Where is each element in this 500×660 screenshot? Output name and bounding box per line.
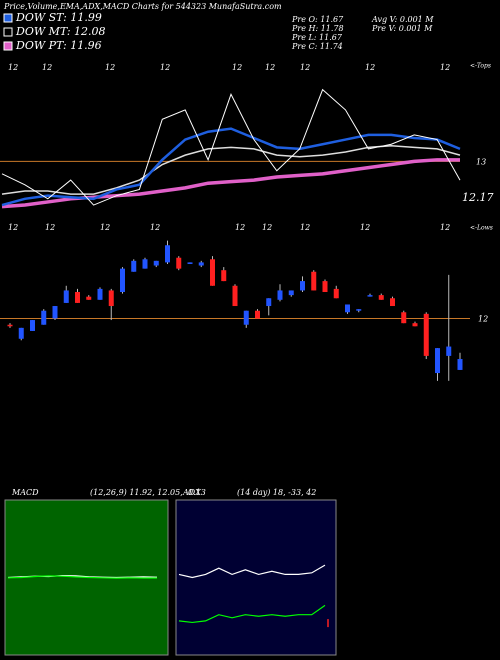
candle-body (412, 323, 418, 327)
candle-body (131, 260, 137, 272)
candle-body (198, 262, 204, 266)
line-series (178, 604, 326, 624)
info-text: Pre C: 11.74 (291, 42, 343, 51)
candle-body (378, 295, 384, 300)
top-label: 12 (365, 63, 375, 72)
candle-body (232, 285, 238, 307)
candle-body (255, 310, 260, 319)
legend-swatch (3, 41, 13, 51)
chart-title: Price,Volume,EMA,ADX,MACD Charts for 544… (3, 2, 282, 11)
h-line-label: 12 (478, 315, 488, 324)
candle-body (41, 310, 47, 325)
candle-body (345, 304, 350, 313)
top-label: 12 (300, 63, 310, 72)
tops-label: <-Tops (470, 63, 491, 70)
top-label: 12 (8, 63, 18, 72)
low-label: 12 (8, 223, 18, 232)
top-label: 12 (265, 63, 275, 72)
candle-body (97, 288, 103, 300)
top-label: 12 (105, 63, 115, 72)
candle-body (446, 346, 452, 356)
candle-body (300, 281, 305, 291)
candle-body (7, 324, 13, 327)
top-label: 12 (440, 63, 450, 72)
candle-body (243, 310, 249, 325)
lows-label: <-Lows (470, 225, 493, 232)
legend-swatch (3, 27, 13, 37)
info-text: Pre H: 11.78 (291, 24, 344, 33)
info-text: Avg V: 0.001 M (371, 15, 434, 24)
low-label: 12 (440, 223, 450, 232)
candle-body (322, 281, 328, 293)
info-text: Pre L: 11.67 (291, 33, 343, 42)
indicator-panel (175, 499, 337, 656)
candle-body (120, 268, 125, 293)
candle-body (210, 259, 215, 286)
top-label: 12 (42, 63, 52, 72)
h-line-label: 13 (476, 157, 486, 166)
line-series (1, 145, 461, 195)
legend-label: DOW MT: 12.08 (15, 25, 106, 38)
top-label: 12 (160, 63, 170, 72)
line-series (1, 127, 461, 207)
line-series (1, 88, 461, 206)
candle-body (18, 327, 24, 339)
low-label: 12 (360, 223, 370, 232)
info-text: Pre V: 0.001 M (371, 24, 433, 33)
candle-body (75, 292, 80, 303)
candle-body (435, 348, 440, 374)
low-label: 12 (45, 223, 55, 232)
indicator-params: (14 day) 18, -33, 42 (237, 488, 316, 497)
candle-body (86, 296, 92, 300)
candle-body (187, 262, 193, 264)
candle-body (63, 290, 69, 303)
candle-body (108, 290, 114, 307)
low-label: 12 (300, 223, 310, 232)
low-label: 12 (262, 223, 272, 232)
top-label: 12 (232, 63, 242, 72)
low-label: 12 (235, 223, 245, 232)
legend-label: DOW ST: 11.99 (15, 11, 102, 24)
candle-body (266, 298, 272, 307)
candle-body (153, 260, 159, 266)
indicator-title: ADX (182, 488, 201, 497)
candle-body (221, 270, 227, 282)
candle-body (277, 290, 283, 300)
line-series (178, 564, 326, 579)
candle-body (52, 306, 58, 319)
candle-body (333, 288, 339, 299)
annotation: 12.17 (462, 191, 494, 204)
candle-body (423, 313, 429, 356)
candle-body (165, 245, 170, 263)
candle-body (311, 271, 317, 291)
candle-body (390, 298, 395, 307)
candle-body (401, 312, 407, 324)
legend-label: DOW PT: 11.96 (15, 39, 102, 52)
line-series (7, 575, 157, 579)
legend-swatch (3, 13, 13, 23)
candle-body (176, 257, 182, 269)
indicator-params: (12,26,9) 11.92, 12.05, -0.13 (90, 488, 206, 497)
candle-body (457, 359, 463, 370)
candle-body (142, 259, 148, 269)
candle-body (367, 295, 373, 297)
candle-body (288, 290, 294, 296)
candle-body (356, 309, 362, 311)
indicator-title: MACD (11, 488, 39, 497)
low-label: 12 (100, 223, 110, 232)
low-label: 12 (150, 223, 160, 232)
info-text: Pre O: 11.67 (291, 15, 344, 24)
candle-body (30, 320, 35, 331)
